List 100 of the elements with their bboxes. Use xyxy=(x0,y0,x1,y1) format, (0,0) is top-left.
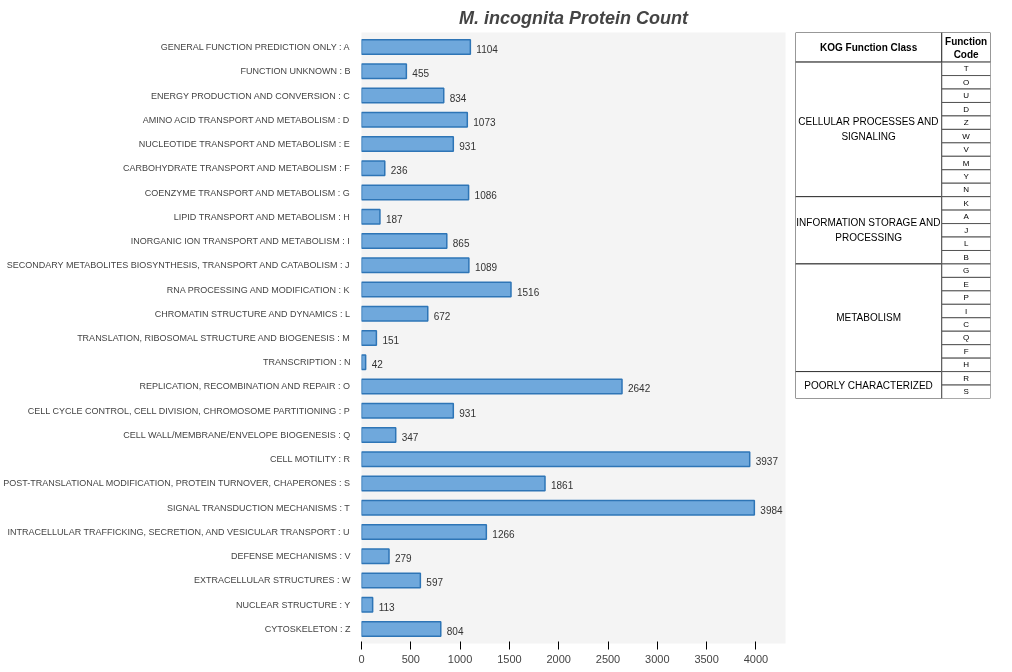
x-tick-label: 3500 xyxy=(694,652,719,665)
text: CELLULAR PROCESSES AND SIGNALING xyxy=(798,116,939,143)
y-tick-label: NUCLEAR STRUCTURE : Y xyxy=(235,599,351,610)
text: INFORMATION STORAGE AND PROCESSING xyxy=(796,217,941,244)
x-tick-label: 0 xyxy=(358,652,365,665)
data-label: 804 xyxy=(446,625,464,637)
y-tick-label: INTRACELLULAR TRAFFICKING, SECRETION, AND VESICULAR TRANSPORT : U xyxy=(7,526,350,537)
bar xyxy=(361,63,408,80)
data-label: 279 xyxy=(395,553,413,565)
bar xyxy=(361,87,445,104)
data-label: 3937 xyxy=(755,456,779,468)
y-tick-label: CARBOHYDRATE TRANSPORT AND METABOLISM : F xyxy=(122,163,351,174)
text: B xyxy=(963,252,969,262)
data-label: 1266 xyxy=(492,528,516,540)
bar xyxy=(361,329,378,347)
data-label: 151 xyxy=(382,335,400,346)
data-label: 42 xyxy=(371,359,384,371)
bar xyxy=(361,451,751,468)
category-label: KOG Function Class xyxy=(820,41,918,53)
data-label: 597 xyxy=(426,577,444,589)
x-tick-label: 500 xyxy=(401,652,420,665)
text: H xyxy=(963,360,970,370)
x-tick-label: 2500 xyxy=(595,652,621,665)
data-label: 834 xyxy=(449,92,467,104)
data-label: 931 xyxy=(459,141,477,153)
bar xyxy=(361,572,422,589)
y-tick-label: LIPID TRANSPORT AND METABOLISM : H xyxy=(173,211,350,222)
x-tick-label: 1500 xyxy=(497,652,522,665)
y-tick-label: SIGNAL TRANSDUCTION MECHANISMS : T xyxy=(166,502,351,513)
bar xyxy=(361,378,623,395)
bar xyxy=(361,136,455,153)
text: METABOLISM xyxy=(836,312,902,324)
data-label: 1089 xyxy=(474,262,498,274)
bar xyxy=(361,523,488,540)
y-tick-label: RNA PROCESSING AND MODIFICATION : K xyxy=(166,284,350,295)
text: D xyxy=(963,104,970,114)
text: A xyxy=(963,212,969,222)
text: W xyxy=(962,131,970,141)
bar xyxy=(361,208,381,225)
data-label: 931 xyxy=(459,407,477,419)
text: Y xyxy=(963,171,969,181)
y-tick-label: FUNCTION UNKNOWN : B xyxy=(240,66,351,77)
bar xyxy=(361,257,470,274)
data-label: 2642 xyxy=(628,383,651,395)
text: G xyxy=(963,266,970,276)
text: O xyxy=(963,77,970,87)
text: J xyxy=(964,225,969,235)
data-label: 1073 xyxy=(473,116,496,128)
text: K xyxy=(963,198,969,208)
chart-title: M. incognita Protein Count xyxy=(459,7,689,28)
bar xyxy=(361,548,390,565)
category-label: Function Code xyxy=(945,36,988,60)
data-label: 1516 xyxy=(516,286,540,298)
bar xyxy=(361,184,470,201)
data-label: 347 xyxy=(401,431,419,443)
y-tick-label: ENERGY PRODUCTION AND CONVERSION : C xyxy=(150,90,351,101)
y-tick-label: CYTOSKELETON : Z xyxy=(264,623,351,634)
data-label: 672 xyxy=(433,310,451,322)
y-tick-label: GENERAL FUNCTION PREDICTION ONLY : A xyxy=(160,42,350,53)
y-tick-label: CELL CYCLE CONTROL, CELL DIVISION, CHROMOSOME PARTITIONING : P xyxy=(27,405,350,416)
text: C xyxy=(963,319,970,329)
text: Q xyxy=(963,333,970,343)
text: M xyxy=(962,158,970,168)
text: T xyxy=(963,64,969,74)
data-label: 1104 xyxy=(476,44,499,56)
bar xyxy=(361,620,442,637)
bar xyxy=(361,475,546,492)
x-tick-label: 2000 xyxy=(546,652,571,665)
bar xyxy=(361,111,469,128)
data-label: 236 xyxy=(390,165,408,177)
data-label: 3984 xyxy=(760,504,784,516)
y-tick-label: DEFENSE MECHANISMS : V xyxy=(230,551,351,562)
text: E xyxy=(963,279,969,289)
bar xyxy=(361,499,756,516)
bar xyxy=(361,596,374,613)
bar xyxy=(361,232,448,250)
y-tick-label: CHROMATIN STRUCTURE AND DYNAMICS : L xyxy=(154,308,351,319)
text: S xyxy=(963,387,969,397)
y-tick-label: REPLICATION, RECOMBINATION AND REPAIR : O xyxy=(139,381,351,392)
text: N xyxy=(963,185,970,195)
bar xyxy=(361,39,472,56)
bar xyxy=(361,281,512,298)
x-tick-label: 1000 xyxy=(447,652,473,665)
text: POORLY CHARACTERIZED xyxy=(804,379,933,391)
data-label: 455 xyxy=(412,68,430,80)
y-tick-label: CELL MOTILITY : R xyxy=(269,454,351,465)
y-tick-label: TRANSLATION, RIBOSOMAL STRUCTURE AND BIOGENESIS : M xyxy=(77,333,350,343)
y-tick-label: CELL WALL/MEMBRANE/ENVELOPE BIOGENESIS : Q xyxy=(123,429,351,440)
bar xyxy=(361,305,429,322)
y-tick-label: NUCLEOTIDE TRANSPORT AND METABOLISM : E xyxy=(138,139,350,150)
data-label: 113 xyxy=(378,601,396,613)
text: V xyxy=(963,145,969,155)
text: F xyxy=(963,346,969,356)
x-tick-label: 4000 xyxy=(743,652,769,665)
y-tick-label: EXTRACELLULAR STRUCTURES : W xyxy=(193,575,352,586)
text: I xyxy=(965,306,968,316)
bar xyxy=(361,402,455,419)
bar xyxy=(361,426,397,444)
text: P xyxy=(963,293,969,303)
text: U xyxy=(963,91,970,101)
